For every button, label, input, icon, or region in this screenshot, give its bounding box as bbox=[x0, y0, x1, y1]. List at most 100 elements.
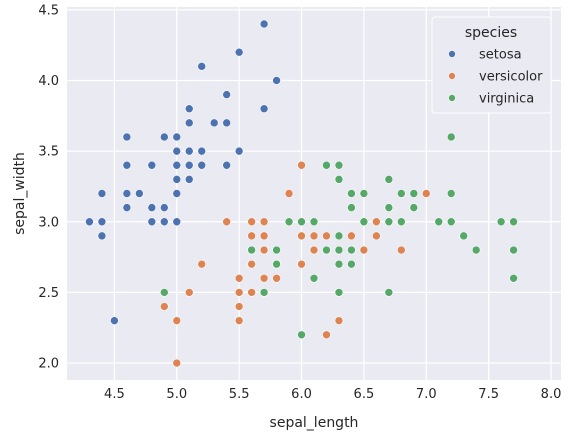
setosa-point bbox=[172, 189, 182, 198]
setosa-point bbox=[259, 104, 269, 114]
legend-label-versicolor: versicolor bbox=[479, 70, 543, 85]
virginica-point bbox=[496, 217, 506, 227]
versicolor-point bbox=[372, 231, 381, 241]
virginica-point bbox=[322, 245, 331, 255]
setosa-point bbox=[184, 160, 194, 170]
virginica-point bbox=[334, 160, 344, 170]
setosa-point bbox=[110, 316, 119, 325]
virginica-point bbox=[247, 245, 256, 255]
x-tick-labels: 4.5 5.0 5.5 6.0 6.5 7.0 7.5 8.0 bbox=[104, 387, 561, 402]
virginica-point bbox=[347, 245, 356, 255]
setosa-point bbox=[197, 160, 207, 170]
setosa-point bbox=[97, 217, 107, 227]
virginica-point bbox=[509, 245, 518, 255]
setosa-point bbox=[147, 217, 157, 227]
x-tick-label: 7.0 bbox=[416, 387, 437, 402]
setosa-point bbox=[184, 175, 194, 184]
y-tick-labels: 2.0 2.5 3.0 3.5 4.0 4.5 bbox=[38, 3, 59, 371]
setosa-point bbox=[147, 160, 157, 170]
setosa-point bbox=[122, 203, 132, 212]
virginica-point bbox=[284, 217, 294, 227]
y-tick-label: 4.5 bbox=[38, 3, 59, 18]
virginica-point bbox=[471, 245, 481, 255]
setosa-point bbox=[222, 118, 231, 128]
x-tick-label: 5.0 bbox=[166, 387, 187, 402]
setosa-point bbox=[160, 132, 169, 142]
setosa-point bbox=[172, 160, 182, 170]
y-tick-label: 3.0 bbox=[38, 215, 59, 230]
y-tick-label: 4.0 bbox=[38, 74, 59, 89]
virginica-point bbox=[359, 217, 369, 227]
virginica-point bbox=[509, 217, 518, 227]
versicolor-point bbox=[247, 231, 256, 241]
virginica-point bbox=[334, 231, 344, 241]
setosa-point bbox=[222, 90, 231, 99]
x-axis-label: sepal_length bbox=[270, 415, 359, 431]
versicolor-point bbox=[322, 231, 331, 241]
setosa-point bbox=[172, 132, 182, 142]
x-tick-label: 5.5 bbox=[229, 387, 250, 402]
versicolor-point bbox=[297, 231, 306, 241]
virginica-point bbox=[160, 288, 169, 297]
versicolor-point bbox=[309, 231, 319, 241]
versicolor-point bbox=[172, 358, 182, 368]
setosa-point bbox=[184, 104, 194, 114]
legend-label-virginica: virginica bbox=[479, 92, 534, 107]
setosa-point bbox=[197, 62, 207, 71]
virginica-point bbox=[334, 245, 344, 255]
setosa-point bbox=[259, 19, 269, 29]
virginica-point bbox=[359, 189, 369, 198]
setosa-point bbox=[172, 146, 182, 156]
virginica-point bbox=[509, 273, 518, 283]
virginica-point bbox=[334, 175, 344, 184]
versicolor-point bbox=[234, 302, 244, 311]
versicolor-point bbox=[184, 288, 194, 297]
setosa-point bbox=[209, 118, 219, 128]
x-tick-label: 6.5 bbox=[354, 387, 375, 402]
versicolor-point bbox=[297, 160, 306, 170]
virginica-point bbox=[347, 189, 356, 198]
x-tick-label: 4.5 bbox=[104, 387, 125, 402]
setosa-point bbox=[122, 189, 132, 198]
setosa-point bbox=[222, 160, 231, 170]
virginica-point bbox=[446, 132, 456, 142]
setosa-point bbox=[122, 132, 132, 142]
virginica-point bbox=[434, 217, 444, 227]
legend-marker-versicolor bbox=[448, 72, 456, 80]
versicolor-point bbox=[297, 259, 306, 269]
legend-marker-setosa bbox=[448, 50, 456, 58]
versicolor-point bbox=[247, 288, 256, 297]
versicolor-point bbox=[234, 273, 244, 283]
versicolor-point bbox=[259, 245, 269, 255]
setosa-point bbox=[85, 217, 94, 227]
virginica-point bbox=[272, 245, 281, 255]
setosa-point bbox=[172, 217, 182, 227]
y-tick-label: 2.0 bbox=[38, 357, 59, 372]
virginica-point bbox=[259, 288, 269, 297]
setosa-point bbox=[160, 217, 169, 227]
setosa-point bbox=[160, 203, 169, 212]
versicolor-point bbox=[234, 316, 244, 325]
virginica-point bbox=[459, 231, 468, 241]
virginica-point bbox=[384, 288, 394, 297]
y-tick-label: 3.5 bbox=[38, 145, 59, 160]
versicolor-point bbox=[421, 189, 431, 198]
virginica-point bbox=[347, 203, 356, 212]
virginica-point bbox=[322, 160, 331, 170]
setosa-point bbox=[97, 231, 107, 241]
virginica-point bbox=[347, 259, 356, 269]
virginica-point bbox=[309, 273, 319, 283]
versicolor-point bbox=[272, 273, 281, 283]
versicolor-point bbox=[334, 316, 344, 325]
versicolor-point bbox=[247, 217, 256, 227]
versicolor-point bbox=[172, 316, 182, 325]
versicolor-point bbox=[259, 273, 269, 283]
virginica-point bbox=[384, 217, 394, 227]
virginica-point bbox=[446, 189, 456, 198]
versicolor-point bbox=[397, 245, 406, 255]
versicolor-point bbox=[197, 259, 207, 269]
virginica-point bbox=[397, 189, 406, 198]
legend-marker-virginica bbox=[448, 94, 456, 102]
versicolor-point bbox=[259, 217, 269, 227]
versicolor-point bbox=[234, 288, 244, 297]
